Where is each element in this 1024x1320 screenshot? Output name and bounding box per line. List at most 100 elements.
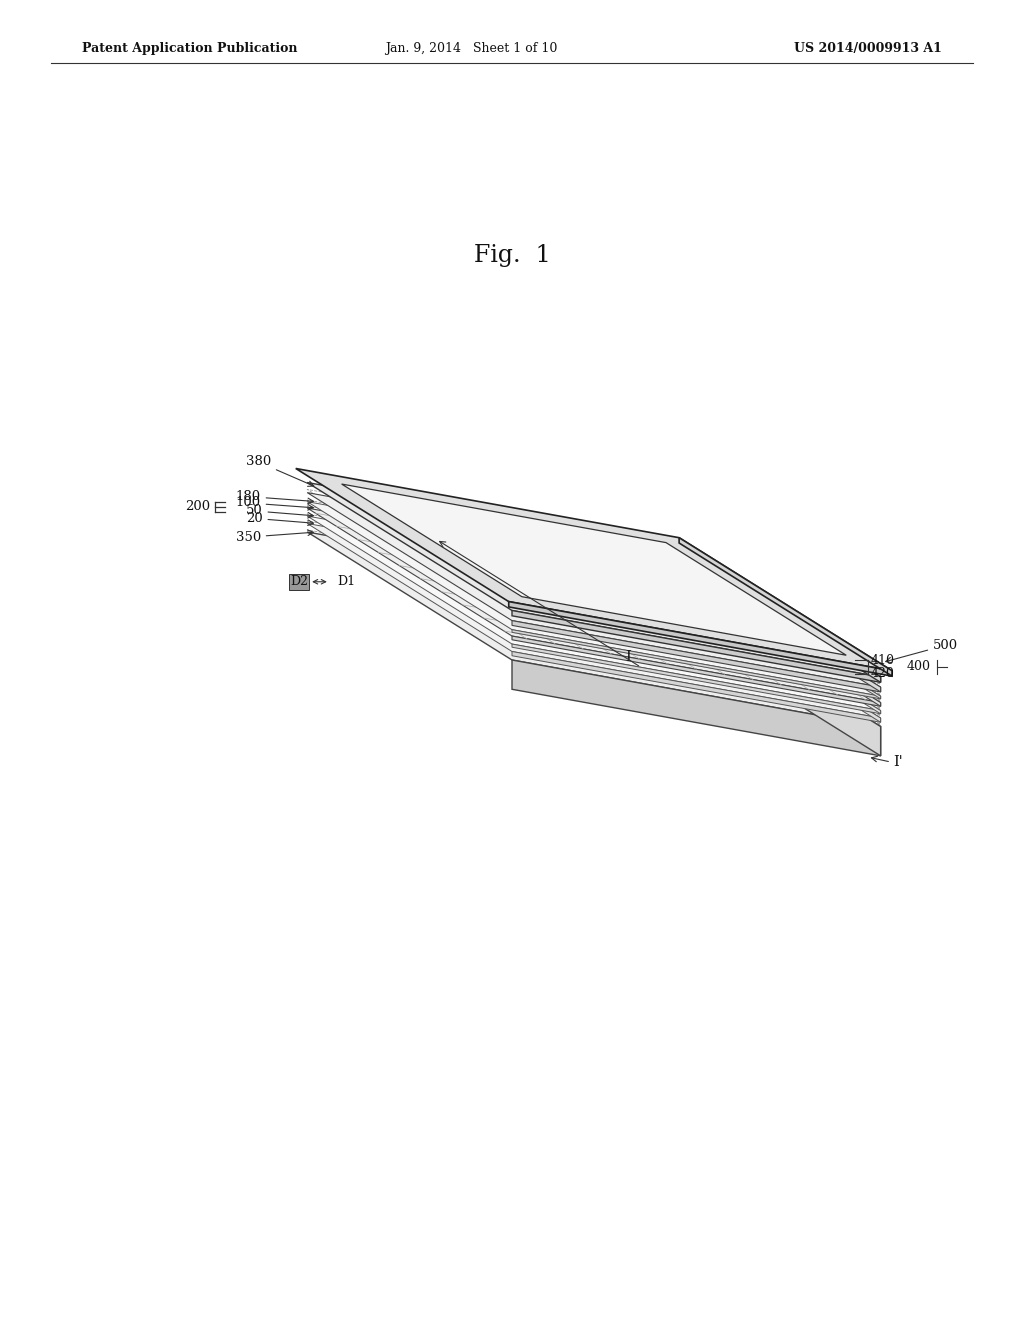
Polygon shape — [673, 660, 690, 675]
Polygon shape — [791, 660, 835, 672]
Text: US 2014/0009913 A1: US 2014/0009913 A1 — [795, 42, 942, 55]
Polygon shape — [775, 663, 793, 677]
Polygon shape — [624, 620, 665, 635]
Polygon shape — [549, 614, 572, 622]
Polygon shape — [627, 652, 644, 667]
Polygon shape — [693, 632, 711, 647]
Polygon shape — [676, 574, 881, 706]
Polygon shape — [542, 589, 583, 605]
Polygon shape — [512, 620, 881, 692]
Text: I: I — [625, 649, 631, 664]
Polygon shape — [385, 553, 409, 560]
Polygon shape — [512, 644, 881, 714]
Polygon shape — [687, 639, 711, 647]
Polygon shape — [613, 634, 654, 649]
Polygon shape — [483, 562, 501, 577]
Polygon shape — [578, 611, 618, 627]
Polygon shape — [391, 546, 409, 560]
Polygon shape — [523, 578, 547, 585]
Text: 350: 350 — [236, 529, 313, 544]
Polygon shape — [769, 669, 793, 677]
Polygon shape — [680, 614, 721, 630]
Polygon shape — [615, 594, 639, 602]
Polygon shape — [703, 618, 721, 632]
Polygon shape — [567, 626, 608, 640]
Polygon shape — [752, 659, 793, 675]
Polygon shape — [528, 642, 552, 649]
Polygon shape — [676, 549, 881, 682]
Polygon shape — [535, 636, 552, 649]
Polygon shape — [605, 609, 629, 615]
Polygon shape — [574, 651, 598, 657]
Polygon shape — [439, 586, 480, 602]
Text: 420: 420 — [870, 667, 895, 680]
Polygon shape — [729, 655, 746, 669]
Text: 50: 50 — [246, 504, 313, 517]
Polygon shape — [759, 684, 782, 692]
Polygon shape — [811, 685, 828, 700]
Text: Jan. 9, 2014   Sheet 1 of 10: Jan. 9, 2014 Sheet 1 of 10 — [385, 42, 557, 55]
Polygon shape — [676, 598, 881, 756]
Polygon shape — [668, 595, 685, 610]
Polygon shape — [342, 484, 846, 655]
Text: 410: 410 — [870, 653, 895, 667]
Polygon shape — [512, 610, 881, 682]
Polygon shape — [427, 569, 444, 582]
Polygon shape — [565, 594, 583, 607]
Polygon shape — [450, 573, 490, 587]
Polygon shape — [611, 602, 629, 615]
Polygon shape — [307, 532, 881, 726]
Polygon shape — [739, 640, 757, 655]
Text: D1: D1 — [337, 576, 355, 589]
Polygon shape — [473, 577, 490, 591]
Text: D2: D2 — [290, 576, 308, 589]
Text: 20: 20 — [246, 512, 313, 525]
Polygon shape — [601, 615, 618, 630]
Polygon shape — [485, 569, 629, 618]
Polygon shape — [506, 566, 547, 582]
Polygon shape — [499, 614, 516, 627]
Polygon shape — [485, 595, 526, 610]
Polygon shape — [512, 630, 881, 698]
Polygon shape — [737, 627, 802, 647]
Polygon shape — [307, 516, 881, 710]
Polygon shape — [716, 636, 757, 652]
Polygon shape — [559, 599, 583, 607]
Polygon shape — [647, 624, 665, 638]
Polygon shape — [595, 622, 618, 630]
Polygon shape — [512, 636, 881, 706]
Polygon shape — [676, 560, 881, 692]
Polygon shape — [622, 587, 639, 602]
Text: Fig.  1: Fig. 1 — [474, 244, 550, 267]
Polygon shape — [403, 564, 444, 579]
Polygon shape — [368, 541, 409, 557]
Bar — [289, 574, 309, 590]
Polygon shape — [705, 606, 769, 627]
Text: 180: 180 — [236, 490, 313, 504]
Polygon shape — [457, 598, 480, 605]
Polygon shape — [677, 653, 700, 660]
Text: 380: 380 — [246, 455, 313, 486]
Polygon shape — [509, 602, 892, 676]
Polygon shape — [639, 565, 703, 586]
Polygon shape — [644, 591, 685, 607]
Polygon shape — [552, 576, 593, 590]
Polygon shape — [557, 640, 598, 655]
Polygon shape — [758, 639, 802, 651]
Polygon shape — [539, 628, 562, 636]
Polygon shape — [662, 602, 685, 610]
Polygon shape — [634, 606, 675, 620]
Text: I': I' — [893, 755, 903, 770]
Polygon shape — [519, 585, 537, 599]
Polygon shape — [581, 644, 598, 657]
Polygon shape — [695, 664, 736, 680]
Polygon shape — [521, 618, 562, 632]
Polygon shape — [496, 581, 537, 595]
Polygon shape — [787, 681, 828, 697]
Polygon shape — [529, 572, 547, 585]
Polygon shape — [431, 561, 455, 569]
Polygon shape — [585, 636, 608, 644]
Polygon shape — [649, 656, 690, 672]
Polygon shape — [621, 659, 644, 667]
Polygon shape — [307, 508, 881, 702]
